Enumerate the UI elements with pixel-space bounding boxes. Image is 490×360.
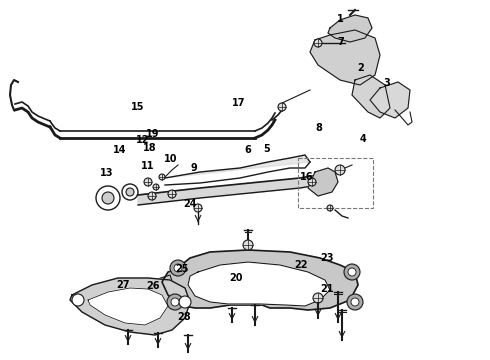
Circle shape <box>308 178 316 186</box>
Text: 2: 2 <box>357 63 364 73</box>
Text: 15: 15 <box>130 102 144 112</box>
Text: 3: 3 <box>384 78 391 88</box>
Circle shape <box>126 188 134 196</box>
Circle shape <box>243 240 253 250</box>
Polygon shape <box>328 15 372 42</box>
Text: 4: 4 <box>359 134 366 144</box>
Circle shape <box>159 174 165 180</box>
Circle shape <box>278 103 286 111</box>
Polygon shape <box>162 250 358 310</box>
Text: 9: 9 <box>190 163 197 174</box>
Text: 8: 8 <box>315 123 322 133</box>
Circle shape <box>170 260 186 276</box>
Circle shape <box>167 294 183 310</box>
Polygon shape <box>370 82 410 118</box>
Text: 10: 10 <box>164 154 177 164</box>
Circle shape <box>171 298 179 306</box>
Text: 13: 13 <box>100 168 114 178</box>
Text: 22: 22 <box>294 260 308 270</box>
Circle shape <box>351 298 359 306</box>
Circle shape <box>148 192 156 200</box>
Text: 18: 18 <box>143 143 156 153</box>
Circle shape <box>96 186 120 210</box>
Circle shape <box>313 293 323 303</box>
Text: 24: 24 <box>183 199 197 210</box>
Text: 14: 14 <box>113 145 127 156</box>
Polygon shape <box>165 155 310 178</box>
Text: 19: 19 <box>146 129 160 139</box>
Circle shape <box>335 165 345 175</box>
Polygon shape <box>138 175 318 205</box>
Text: 5: 5 <box>264 144 270 154</box>
Polygon shape <box>310 30 380 85</box>
Text: 16: 16 <box>299 172 313 182</box>
Text: 21: 21 <box>320 284 334 294</box>
Circle shape <box>122 184 138 200</box>
Circle shape <box>327 205 333 211</box>
Circle shape <box>102 192 114 204</box>
Text: 23: 23 <box>320 253 334 264</box>
Text: 27: 27 <box>117 280 130 290</box>
Text: 11: 11 <box>141 161 155 171</box>
Polygon shape <box>352 75 390 118</box>
Circle shape <box>168 190 176 198</box>
Circle shape <box>153 184 159 190</box>
Circle shape <box>179 296 191 308</box>
Circle shape <box>72 294 84 306</box>
Polygon shape <box>155 275 175 300</box>
Text: 26: 26 <box>146 281 160 291</box>
Text: 20: 20 <box>229 273 243 283</box>
Text: 6: 6 <box>244 145 251 156</box>
Text: 7: 7 <box>337 37 344 48</box>
Circle shape <box>314 39 322 47</box>
Circle shape <box>344 264 360 280</box>
Polygon shape <box>308 168 338 196</box>
Polygon shape <box>70 278 190 335</box>
Bar <box>298 158 373 208</box>
Text: 25: 25 <box>175 264 189 274</box>
Polygon shape <box>188 262 330 306</box>
Text: 17: 17 <box>232 98 246 108</box>
Text: 12: 12 <box>136 135 150 145</box>
Polygon shape <box>88 288 168 325</box>
Circle shape <box>348 268 356 276</box>
Circle shape <box>194 204 202 212</box>
Text: 28: 28 <box>177 312 191 322</box>
Circle shape <box>347 294 363 310</box>
Circle shape <box>174 264 182 272</box>
Text: 1: 1 <box>337 14 344 24</box>
Circle shape <box>144 178 152 186</box>
